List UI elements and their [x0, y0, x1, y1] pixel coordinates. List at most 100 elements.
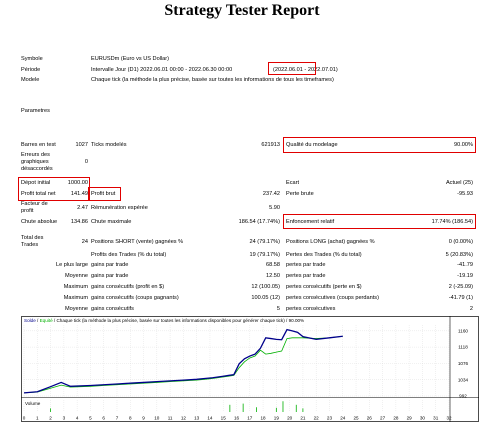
spread-value: Actuel (25) — [445, 180, 473, 186]
x-tick-label: 8 — [129, 416, 132, 421]
gross-loss-label: Perte brute — [286, 191, 314, 197]
av-cons-win-label: gains consécutifs — [91, 306, 134, 312]
gross-profit-value: 237.42 — [262, 191, 280, 197]
mx-cons-lossc-value: -41.79 (1) — [448, 295, 473, 301]
maximal-label: Maximum — [63, 295, 88, 301]
x-tick-label: 21 — [300, 416, 306, 421]
x-tick-label: 20 — [287, 416, 293, 421]
pf-label: Facteur de profit — [21, 201, 48, 214]
mx-cons-win-value: 12 (100.05) — [251, 284, 280, 290]
profit-trades-value: 19 (79.17%) — [249, 252, 280, 258]
x-tick-label: 7 — [116, 416, 119, 421]
rel-dd-value: 17.74% (186.54) — [431, 219, 473, 225]
average-cons-label: Moyenne — [64, 306, 88, 312]
x-tick-label: 15 — [221, 416, 227, 421]
trades-label: Total des Trades — [21, 235, 44, 248]
highlight-box-deposit — [18, 177, 90, 201]
ticks-label: Ticks modelés — [91, 142, 127, 148]
ticks-value: 621913 — [261, 142, 280, 148]
y-tick-label: 1118 — [458, 345, 468, 350]
x-tick-label: 23 — [327, 416, 333, 421]
highlight-box-rel-dd — [283, 214, 476, 229]
chart-header: Solde / Equité / Chaque tick (la méthode… — [24, 318, 304, 323]
av-cons-loss-value: 2 — [469, 306, 473, 312]
x-tick-label: 4 — [76, 416, 79, 421]
x-tick-label: 5 — [89, 416, 92, 421]
x-tick-label: 28 — [393, 416, 399, 421]
x-tick-label: 3 — [63, 416, 66, 421]
lg-profit-value: 68.58 — [266, 262, 280, 268]
report-title: Strategy Tester Report — [164, 2, 320, 19]
mx-cons-profit-label: gains consécutifs (coups gagnants) — [91, 295, 179, 301]
y-tick-label: 1034 — [458, 377, 469, 382]
x-tick-label: 31 — [433, 416, 439, 421]
av-cons-loss-label: pertes consécutives — [286, 306, 336, 312]
x-tick-label: 19 — [274, 416, 280, 421]
highlight-box-gross-profit — [88, 187, 121, 201]
av-loss-label: pertes par trade — [286, 273, 326, 279]
model-label: Modele — [21, 77, 40, 83]
loss-trades-value: 5 (20.83%) — [445, 252, 473, 258]
x-tick-label: 14 — [207, 416, 213, 421]
x-tick-label: 2 — [49, 416, 52, 421]
x-tick-label: 0 — [23, 416, 26, 421]
average-label: Moyenne — [64, 273, 88, 279]
lg-loss-value: -41.79 — [457, 262, 473, 268]
mx-cons-lossc-label: pertes consécutives (coups perdants) — [286, 295, 379, 301]
quality-label: Qualité du modelage — [286, 142, 338, 148]
x-tick-label: 25 — [353, 416, 359, 421]
legend-rest: / Chaque tick (la méthode la plus précis… — [53, 318, 305, 323]
x-tick-label: 12 — [181, 416, 187, 421]
y-tick-label: 992 — [459, 394, 467, 399]
period-value: Intervalle Jour (D1) 2022.06.01 00:00 - … — [91, 67, 233, 73]
x-tick-label: 26 — [367, 416, 373, 421]
short-label: Positions SHORT (vente) gagnées % — [91, 239, 184, 245]
payoff-label: Rémunération espérée — [91, 205, 148, 211]
long-label: Positions LONG (achat) gagnées % — [286, 239, 375, 245]
maximum-label: Maximum — [63, 284, 88, 290]
abs-dd-label: Chute absolue — [21, 219, 58, 225]
payoff-value: 5.90 — [269, 205, 280, 211]
mx-cons-profit-value: 100.05 (12) — [251, 295, 280, 301]
mx-cons-loss-label: pertes consécutifs (perte en $) — [286, 284, 362, 290]
largest-label: Le plus large — [55, 262, 88, 268]
x-tick-label: 18 — [261, 416, 267, 421]
x-tick-label: 22 — [314, 416, 320, 421]
av-profit-value: 12.50 — [266, 273, 280, 279]
max-dd-label: Chute maximale — [91, 219, 132, 225]
errors-label: Erreurs des graphiques désaccordés — [21, 152, 53, 172]
quality-value: 90.00% — [454, 142, 473, 148]
gross-loss-value: -95.93 — [457, 191, 473, 197]
series-line-solde — [23, 328, 343, 394]
pf-value: 2.47 — [77, 205, 88, 211]
trades-value: 24 — [81, 239, 88, 245]
short-value: 24 (79.17%) — [249, 239, 280, 245]
x-tick-label: 17 — [247, 416, 253, 421]
series-line-equit — [23, 335, 343, 394]
x-tick-label: 6 — [102, 416, 105, 421]
params-label: Parametres — [21, 108, 50, 114]
mx-cons-win-label: gains consécutifs (profit en $) — [91, 284, 165, 290]
x-tick-label: 13 — [194, 416, 200, 421]
gross-profit-label: Profit brut — [91, 191, 116, 197]
x-tick-label: 10 — [154, 416, 160, 421]
bars-value: 1027 — [75, 142, 88, 148]
max-dd-value: 186.54 (17.74%) — [238, 219, 280, 225]
y-tick-label: 1160 — [458, 328, 468, 333]
profit-trades-label: Profits des Trades (% du total) — [91, 252, 167, 258]
highlight-box-quality — [283, 137, 476, 153]
bars-label: Barres en test — [21, 142, 56, 148]
av-loss-value: -19.19 — [457, 273, 473, 279]
highlight-box-period — [268, 62, 316, 75]
symbol-value: EURUSDm (Euro vs US Dollar) — [91, 56, 170, 62]
deposit-value: 1000.00 — [67, 180, 88, 186]
lg-profit-label: gains par trade — [91, 262, 129, 268]
y-tick-label: 1076 — [458, 361, 469, 366]
x-tick-label: 1 — [36, 416, 39, 421]
volume-label: Volume — [25, 401, 41, 406]
x-tick-label: 30 — [420, 416, 426, 421]
loss-trades-label: Pertes des Trades (% du total) — [286, 252, 362, 258]
legend-equite: Equité — [40, 318, 53, 323]
lg-loss-label: pertes par trade — [286, 262, 326, 268]
